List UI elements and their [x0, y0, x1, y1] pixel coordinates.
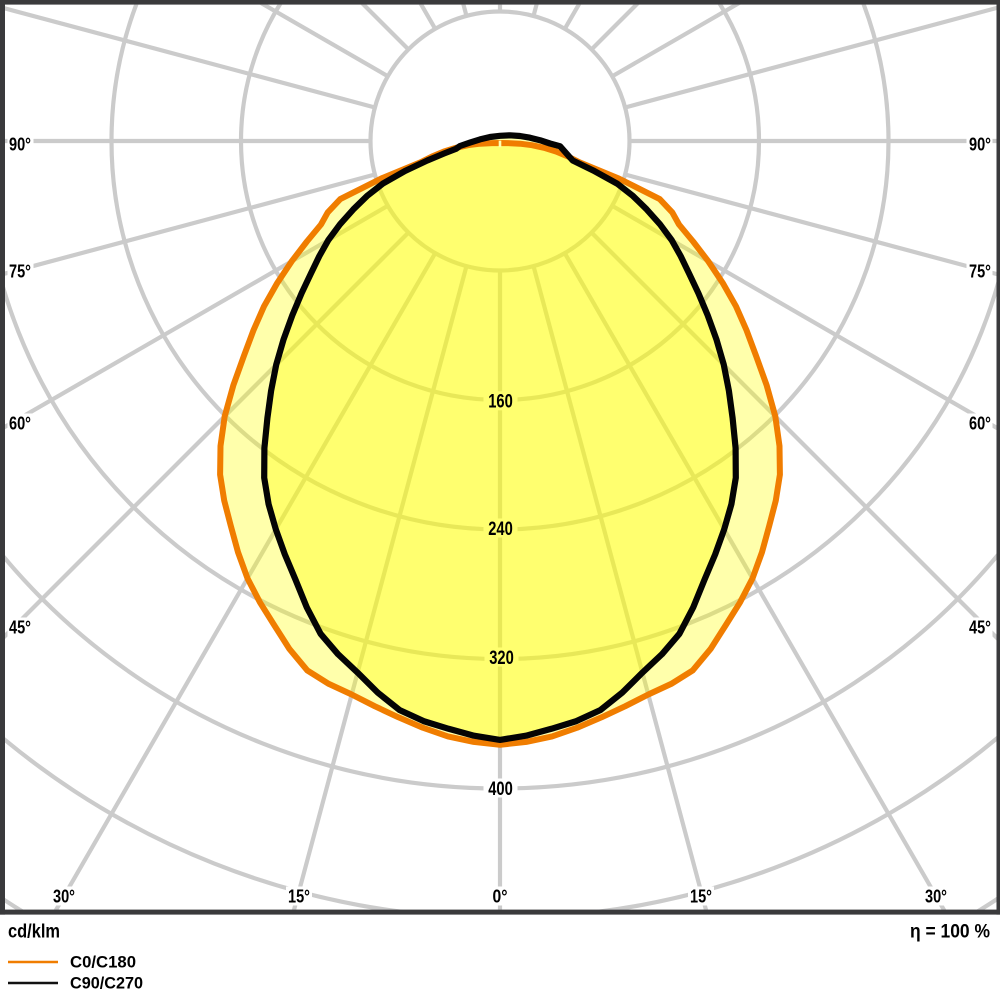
svg-text:160: 160: [488, 392, 513, 413]
svg-text:75°: 75°: [9, 262, 31, 282]
svg-text:60°: 60°: [9, 414, 31, 434]
svg-text:45°: 45°: [969, 618, 991, 638]
svg-text:400: 400: [488, 779, 513, 800]
svg-text:cd/klm: cd/klm: [8, 922, 60, 943]
svg-text:0°: 0°: [493, 887, 508, 907]
svg-text:30°: 30°: [53, 887, 75, 907]
svg-text:30°: 30°: [925, 887, 947, 907]
svg-text:C0/C180: C0/C180: [70, 953, 136, 972]
svg-text:60°: 60°: [969, 414, 991, 434]
svg-text:320: 320: [489, 648, 514, 669]
svg-text:C90/C270: C90/C270: [70, 974, 143, 993]
svg-text:45°: 45°: [9, 618, 31, 638]
svg-text:90°: 90°: [9, 135, 31, 155]
svg-text:η = 100 %: η = 100 %: [910, 922, 990, 943]
svg-text:75°: 75°: [969, 262, 991, 282]
svg-text:90°: 90°: [969, 135, 991, 155]
svg-text:15°: 15°: [288, 887, 310, 907]
svg-text:15°: 15°: [690, 887, 712, 907]
svg-text:240: 240: [488, 519, 513, 540]
